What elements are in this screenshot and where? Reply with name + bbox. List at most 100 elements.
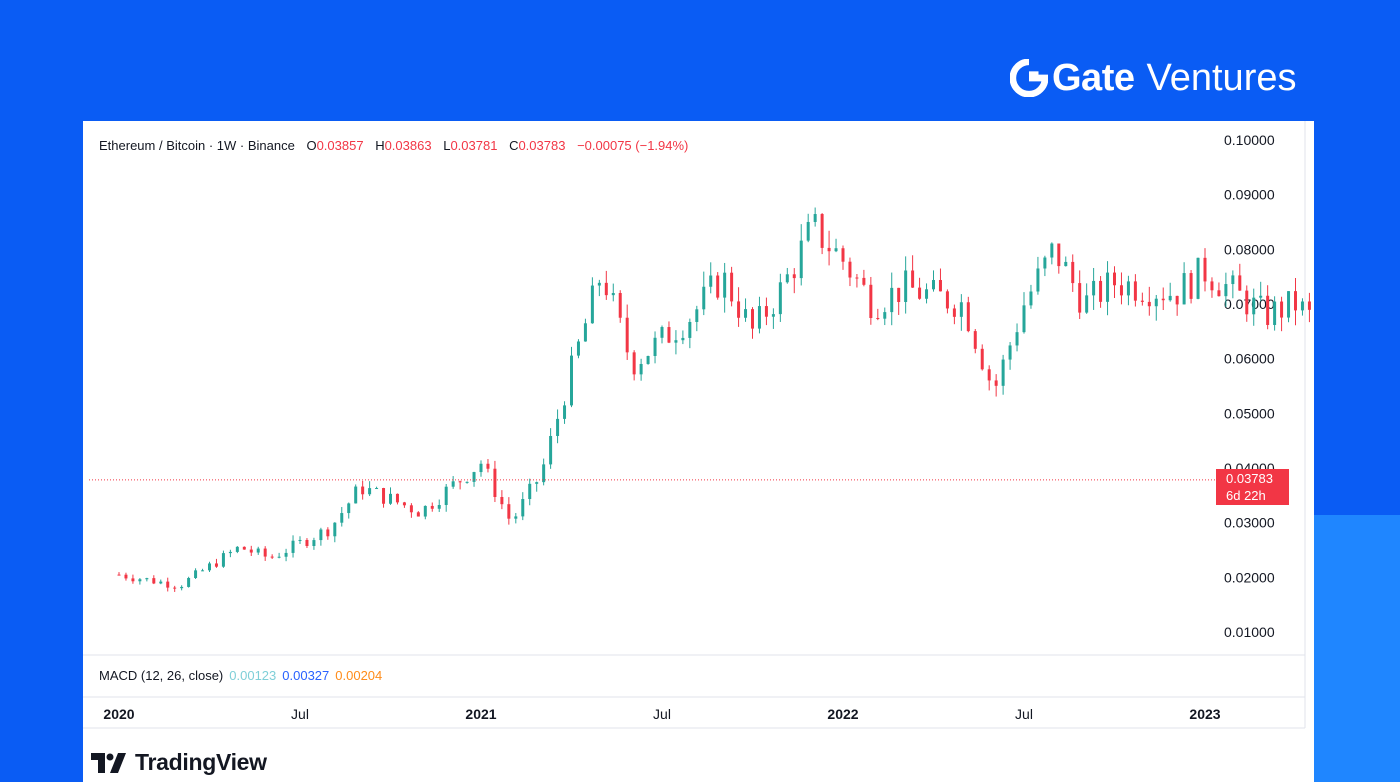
candle-body [395, 493, 399, 503]
candle-body [904, 270, 908, 303]
candle-body [166, 581, 170, 588]
candle-body [1133, 281, 1137, 301]
x-tick-label: 2022 [827, 706, 858, 722]
candle-body [235, 546, 239, 552]
candle-body [1245, 290, 1249, 315]
high-label: H [375, 138, 385, 153]
candle-body [291, 540, 295, 553]
candle-body [695, 309, 699, 322]
brand-logo: Gate Ventures [1010, 56, 1296, 100]
candle-body [632, 352, 636, 375]
candle-body [723, 272, 727, 298]
candle-body [1231, 275, 1235, 285]
candle-body [563, 405, 567, 419]
gate-logo-icon [1010, 59, 1048, 97]
close-label: C [509, 138, 519, 153]
candle-body [528, 483, 532, 500]
candle-body [1266, 295, 1270, 325]
candle-body [799, 240, 803, 279]
candle-body [952, 308, 956, 317]
candle-body [298, 539, 302, 541]
high-value: 0.03863 [384, 138, 432, 153]
candle-body [472, 472, 476, 482]
candle-body [347, 503, 351, 514]
y-tick-label: 0.05000 [1224, 405, 1275, 421]
candle-body [208, 563, 211, 571]
candle-body [1057, 243, 1061, 267]
candle-body [876, 318, 880, 320]
low-value: 0.03781 [450, 138, 498, 153]
candle-body [667, 327, 671, 343]
change-value: −0.00075 (−1.94%) [577, 138, 689, 153]
candle-body [945, 291, 949, 309]
x-tick-label: Jul [291, 706, 309, 722]
candle-body [479, 463, 483, 473]
candle-body [187, 577, 191, 587]
candle-body [249, 549, 253, 553]
candle-body [1280, 301, 1284, 318]
candle-body [883, 312, 887, 319]
candle-body [389, 493, 392, 504]
candle-body [500, 496, 504, 505]
candle-body [792, 274, 796, 279]
candle-body [138, 579, 142, 582]
candle-body [180, 586, 184, 589]
candle-body [507, 504, 511, 519]
candle-body [611, 293, 615, 296]
candle-body [1071, 261, 1075, 284]
candle-body [764, 306, 768, 317]
candle-body [270, 556, 274, 558]
candle-body [361, 486, 365, 495]
candle-body [402, 502, 406, 506]
candle-body [660, 327, 664, 338]
candle-body [1161, 298, 1165, 301]
candle-body [535, 482, 539, 484]
candle-body [354, 486, 358, 504]
candle-body [124, 574, 128, 579]
candle-body [646, 356, 650, 364]
corner-accent [1312, 515, 1400, 782]
candle-body [1210, 281, 1214, 291]
candle-body [1015, 332, 1019, 346]
y-tick-label: 0.02000 [1224, 569, 1275, 585]
candle-body [966, 302, 970, 332]
candle-body [228, 551, 232, 554]
candle-body [834, 248, 838, 252]
candle-body [312, 540, 316, 546]
candle-body [604, 282, 608, 296]
candle-body [1099, 280, 1103, 302]
candle-body [855, 277, 859, 279]
candle-body [730, 272, 734, 302]
candle-body [778, 282, 782, 315]
candle-body [514, 516, 518, 519]
macd-histogram-value: 0.00123 [229, 668, 277, 683]
candle-body [1085, 295, 1089, 313]
candle-body [242, 546, 246, 550]
candle-body [813, 214, 817, 222]
candle-body [284, 552, 288, 557]
macd-signal-value: 0.00204 [335, 668, 383, 683]
candle-body [1217, 290, 1221, 297]
candle-body [1224, 284, 1228, 297]
candle-body [263, 548, 267, 557]
candle-body [583, 323, 587, 342]
candle-body [1203, 257, 1207, 282]
candle-body [1154, 298, 1158, 307]
candle-body [305, 539, 309, 546]
candle-body [1238, 275, 1242, 291]
close-value: 0.03783 [518, 138, 566, 153]
candle-body [841, 248, 845, 262]
price-chart[interactable]: 0.10000 0.09000 0.08000 0.07000 0.06000 0.050… [83, 121, 1314, 782]
candle-body [159, 581, 163, 584]
candle-body [451, 481, 455, 487]
candle-body [277, 556, 281, 558]
macd-line-value: 0.00327 [282, 668, 330, 683]
brand-subtitle: Ventures [1146, 56, 1297, 99]
candle-body [1113, 272, 1116, 286]
candle-body [1307, 301, 1311, 310]
candle-body [869, 284, 873, 319]
candle-body [368, 488, 372, 495]
candle-body [1022, 305, 1026, 333]
brand-name: Gate [1052, 56, 1135, 99]
x-tick-label: 2023 [1189, 706, 1220, 722]
